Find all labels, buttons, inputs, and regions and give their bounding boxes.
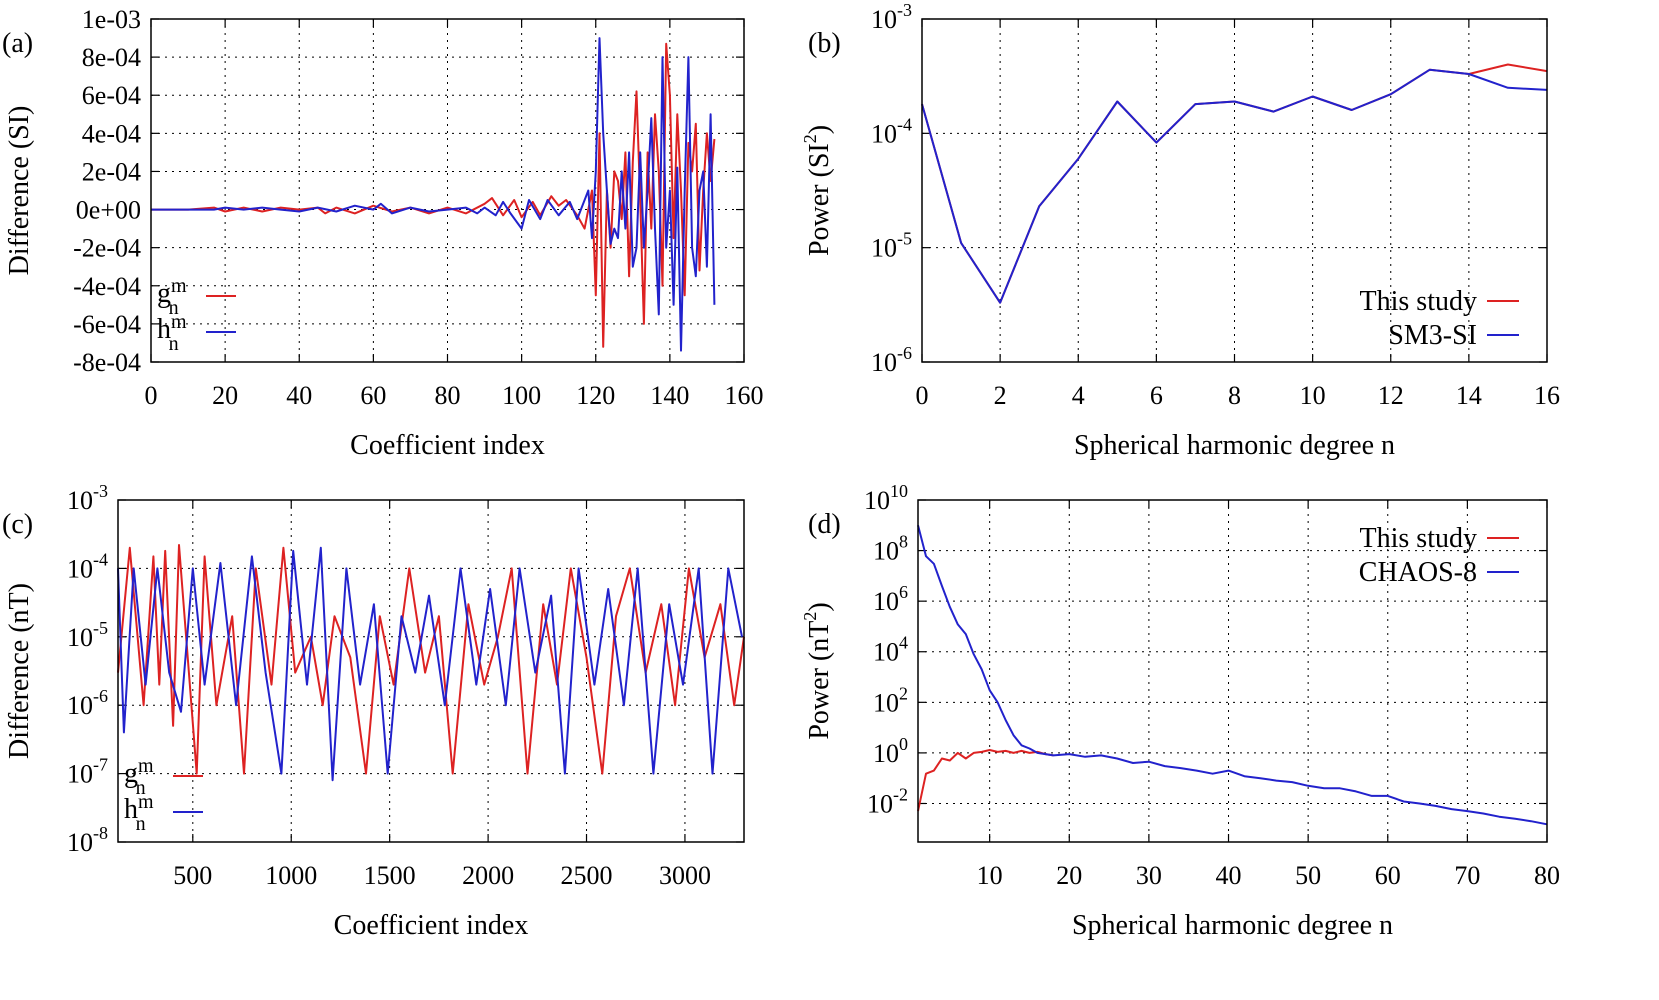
panel-0: (a) 0 20 40 60 80 100 120 140 160 -8e-04 -6e-04 -4e-… (2, 5, 764, 461)
x-tick-label: 2000 (462, 861, 514, 890)
x-tick-label: 10 (1300, 381, 1326, 410)
y-tick-label: 10-4 (871, 114, 912, 148)
x-tick-label: 80 (435, 381, 461, 410)
panel-3: (d) 10 20 30 40 50 60 70 80 10-2 100 102 104 106 108 10… (800, 481, 1560, 941)
y-tick-label: 10-7 (67, 755, 108, 789)
y-tick-label: 10-6 (67, 686, 108, 720)
plot-frame (150, 18, 745, 363)
y-axis-label: Power (nT2) (800, 602, 835, 739)
legend-label: SM3-SI (1388, 320, 1477, 351)
x-tick-label: 50 (1295, 861, 1321, 890)
series-line-g (117, 544, 745, 775)
x-tick-label: 60 (1375, 861, 1401, 890)
y-tick-label: 0e+00 (76, 196, 141, 225)
x-tick-label: 40 (286, 381, 312, 410)
y-tick-label: 4e-04 (82, 119, 141, 148)
series-line-sm3-si (921, 68, 1548, 304)
x-tick-label: 80 (1534, 861, 1560, 890)
x-axis-label: Spherical harmonic degree n (1074, 430, 1395, 461)
y-axis-label: Difference (SI) (4, 106, 35, 276)
y-tick-label: 104 (873, 633, 908, 667)
x-tick-label: 120 (576, 381, 615, 410)
x-tick-label: 40 (1216, 861, 1242, 890)
x-tick-label: 70 (1454, 861, 1480, 890)
y-tick-label: 1e-03 (82, 5, 141, 34)
x-tick-label: 160 (725, 381, 764, 410)
y-tick-label: 10-4 (67, 549, 108, 583)
y-tick-label: 10-3 (67, 481, 108, 515)
y-tick-label: 108 (873, 532, 908, 566)
series-line-this-study (917, 749, 1054, 812)
plot-frame (921, 18, 1548, 363)
x-tick-label: 16 (1534, 381, 1560, 410)
x-tick-label: 2 (994, 381, 1007, 410)
x-axis-label: Coefficient index (350, 430, 545, 461)
y-tick-label: 6e-04 (82, 81, 141, 110)
panel-label: (c) (2, 509, 33, 540)
series-line-h (117, 546, 743, 782)
series-line-h (151, 37, 716, 352)
x-tick-label: 20 (212, 381, 238, 410)
y-tick-label: 1010 (864, 481, 908, 515)
legend-label: CHAOS-8 (1359, 557, 1477, 588)
plot-frame (917, 499, 1548, 843)
y-tick-label: 106 (873, 582, 908, 616)
legend-label: hm n (157, 311, 187, 355)
y-tick-label: 10-8 (67, 823, 108, 857)
y-tick-label: 8e-04 (82, 43, 141, 72)
x-tick-label: 6 (1150, 381, 1163, 410)
x-tick-label: 140 (650, 381, 689, 410)
x-tick-label: 30 (1136, 861, 1162, 890)
panel-2: (c) 500 1000 1500 2000 2500 3000 10-8 10-7 10-6 10… (2, 481, 745, 941)
plot-frame (117, 499, 745, 843)
y-axis-label: Difference (nT) (4, 583, 35, 759)
legend-label: hm n (124, 791, 154, 835)
x-axis-label: Spherical harmonic degree n (1072, 910, 1393, 941)
y-tick-label: 2e-04 (82, 157, 141, 186)
panel-label: (a) (2, 28, 33, 59)
y-tick-label: -4e-04 (73, 272, 141, 301)
x-tick-label: 10 (977, 861, 1003, 890)
panel-label: (b) (808, 28, 841, 59)
x-tick-label: 3000 (659, 861, 711, 890)
series-line-chaos-8 (917, 525, 1548, 826)
x-tick-label: 500 (173, 861, 212, 890)
x-tick-label: 1500 (364, 861, 416, 890)
y-tick-label: 102 (873, 683, 908, 717)
y-tick-label: 10-5 (67, 618, 108, 652)
y-tick-label: 10-5 (871, 229, 912, 263)
x-tick-label: 100 (502, 381, 541, 410)
legend-label: This study (1360, 286, 1477, 317)
panel-label: (d) (808, 509, 841, 540)
y-tick-label: -2e-04 (73, 234, 141, 263)
series-line-g (151, 42, 716, 348)
x-tick-label: 8 (1228, 381, 1241, 410)
x-tick-label: 20 (1056, 861, 1082, 890)
x-tick-label: 4 (1072, 381, 1085, 410)
x-tick-label: 14 (1456, 381, 1482, 410)
x-tick-label: 0 (145, 381, 158, 410)
y-tick-label: 100 (873, 734, 908, 768)
series-line-this-study (921, 63, 1548, 304)
y-tick-label: -6e-04 (73, 310, 141, 339)
y-tick-label: 10-3 (871, 0, 912, 34)
x-tick-label: 0 (916, 381, 929, 410)
y-tick-label: 10-6 (871, 343, 912, 377)
legend-label: gm n (124, 755, 154, 799)
panel-1: (b) 0 2 4 6 8 10 12 14 16 10-6 10-5 10-4 10-3 Spherica… (800, 0, 1560, 461)
x-tick-label: 2500 (561, 861, 613, 890)
x-tick-label: 60 (360, 381, 386, 410)
legend-label: gm n (157, 275, 187, 319)
y-tick-label: -8e-04 (73, 348, 141, 377)
y-axis-label: Power (SI2) (800, 125, 835, 256)
x-axis-label: Coefficient index (334, 910, 529, 941)
y-tick-label: 10-2 (867, 784, 908, 818)
x-tick-label: 1000 (265, 861, 317, 890)
x-tick-label: 12 (1378, 381, 1404, 410)
legend-label: This study (1360, 523, 1477, 554)
